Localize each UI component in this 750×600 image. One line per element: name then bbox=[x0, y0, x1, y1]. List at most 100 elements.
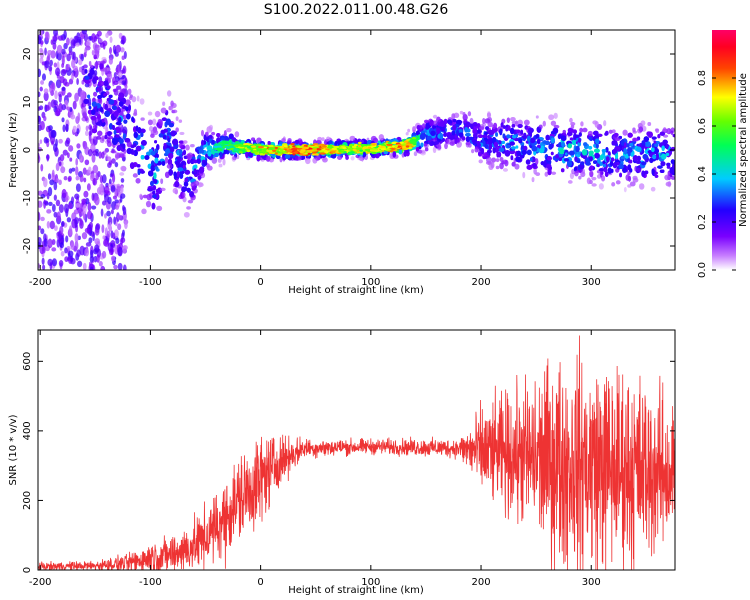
spectrogram-cell bbox=[638, 126, 644, 133]
spectrogram-cell bbox=[102, 235, 106, 240]
spectrogram-cell bbox=[61, 104, 67, 111]
spectrogram-cell bbox=[587, 130, 593, 137]
spectrogram-cell bbox=[87, 97, 92, 108]
spectrogram-cell bbox=[74, 232, 79, 243]
spectrogram-cell bbox=[66, 37, 70, 46]
spectrogram-cell bbox=[161, 160, 166, 166]
spectrogram-cell bbox=[150, 133, 155, 138]
spectrogram-cell bbox=[660, 153, 667, 160]
spectrogram-cell bbox=[281, 138, 286, 143]
spectrogram-cell bbox=[473, 133, 478, 138]
spectrogram-cell bbox=[40, 228, 45, 235]
spectrogram-cell bbox=[589, 156, 593, 162]
spectrogram-cell bbox=[515, 120, 519, 127]
spectrogram-cell bbox=[405, 143, 412, 146]
spectrogram-cell bbox=[484, 131, 488, 136]
spectrogram-cell bbox=[67, 175, 72, 182]
spectrogram-cell bbox=[629, 142, 634, 147]
spectrogram-cell bbox=[53, 225, 58, 232]
spectrogram-cell bbox=[112, 195, 118, 200]
spectrogram-cell bbox=[467, 111, 472, 117]
spectrogram-cell bbox=[178, 149, 183, 155]
spectrogram-cell bbox=[88, 105, 92, 110]
spectrogram-cell bbox=[211, 131, 216, 136]
spectrogram-cell bbox=[582, 127, 588, 133]
spectrogram-cell bbox=[48, 201, 53, 207]
spectrogram-cell bbox=[45, 31, 50, 42]
spectrogram-cell bbox=[139, 193, 143, 199]
spectrogram-cell bbox=[48, 65, 53, 72]
spectrogram-cell bbox=[542, 120, 546, 127]
spectrogram-cell bbox=[423, 142, 428, 147]
spectrogram-cell bbox=[120, 238, 124, 245]
spectrogram-cell bbox=[94, 195, 100, 206]
spectrogram-cell bbox=[93, 54, 97, 60]
spectrogram-cell bbox=[526, 135, 531, 142]
spectrogram-cell bbox=[162, 101, 166, 106]
spectrogram-cell bbox=[654, 128, 659, 132]
spectrogram-cell bbox=[598, 183, 604, 190]
spectrogram-cell bbox=[454, 139, 458, 145]
spectrogram-cell bbox=[419, 133, 426, 140]
spectrogram-cell bbox=[63, 203, 70, 214]
spectrogram-cell bbox=[314, 144, 318, 148]
spectrogram-cell bbox=[117, 262, 123, 270]
spectrogram-cell bbox=[651, 147, 655, 153]
spectrogram-cell bbox=[178, 143, 183, 149]
spectrogram-cell bbox=[84, 80, 91, 84]
spectrogram-cell bbox=[471, 149, 475, 154]
spectrogram-cell bbox=[61, 63, 65, 68]
spectrogram-cell bbox=[43, 177, 48, 188]
spectrogram-cell bbox=[125, 106, 129, 112]
spectrogram-cell bbox=[561, 141, 565, 148]
spectrogram-cell bbox=[484, 143, 489, 149]
spectrogram-cell bbox=[257, 145, 264, 149]
spectrogram-cell bbox=[106, 70, 112, 75]
spectrogram-cell bbox=[122, 245, 127, 254]
spectrogram-cell bbox=[69, 157, 73, 162]
spectrogram-cell bbox=[234, 131, 240, 138]
spectrogram-cell bbox=[569, 172, 575, 180]
spectrogram-cell bbox=[106, 230, 111, 239]
spectrogram-cell bbox=[128, 104, 132, 112]
spectrogram-cell bbox=[557, 134, 562, 140]
spectrogram-cell bbox=[93, 255, 98, 263]
spectrogram-cell bbox=[86, 183, 91, 191]
spectrogram-cell bbox=[44, 47, 47, 56]
spectrogram-cell bbox=[101, 118, 105, 123]
spectrogram-cell bbox=[63, 30, 67, 40]
spectrogram-cell bbox=[213, 152, 219, 158]
spectrogram-cell bbox=[39, 86, 43, 92]
spectrogram-cell bbox=[117, 223, 122, 231]
spectrogram-cell bbox=[589, 171, 594, 178]
spectrogram-cell bbox=[48, 125, 53, 131]
spectrogram-cell bbox=[488, 143, 493, 150]
spectrogram-cell bbox=[172, 138, 179, 146]
spectrogram-cell bbox=[52, 42, 57, 50]
spectrogram-cell bbox=[38, 106, 41, 111]
spectrogram-cell bbox=[205, 131, 209, 136]
spectrogram-cell bbox=[665, 181, 672, 187]
spectrogram-cell bbox=[603, 168, 608, 172]
spectrogram-cell bbox=[632, 177, 639, 183]
spectrogram-cell bbox=[91, 128, 98, 134]
spectrogram-cell bbox=[580, 171, 586, 178]
spectrogram-cell bbox=[647, 150, 653, 154]
spectrogram-cell bbox=[608, 129, 613, 134]
spectrogram-cell bbox=[439, 120, 445, 128]
spectrogram-cell bbox=[670, 176, 675, 180]
spectrogram-cell bbox=[493, 141, 499, 148]
spectrogram-cell bbox=[123, 119, 128, 124]
spectrogram-cell bbox=[140, 139, 147, 146]
spectrogram-cell bbox=[170, 100, 174, 107]
spectrogram-cell bbox=[598, 168, 604, 172]
spectrogram-cell bbox=[515, 156, 521, 163]
spectrogram-cell bbox=[75, 183, 81, 192]
spectrogram-cell bbox=[80, 53, 84, 62]
spectrogram-cell bbox=[190, 144, 195, 148]
spectrogram-cell bbox=[38, 115, 42, 125]
spectrogram-cell bbox=[65, 64, 70, 71]
spectrogram-cell bbox=[100, 121, 106, 127]
spectrogram-cell bbox=[148, 170, 154, 177]
spectrogram-cell bbox=[147, 111, 153, 116]
